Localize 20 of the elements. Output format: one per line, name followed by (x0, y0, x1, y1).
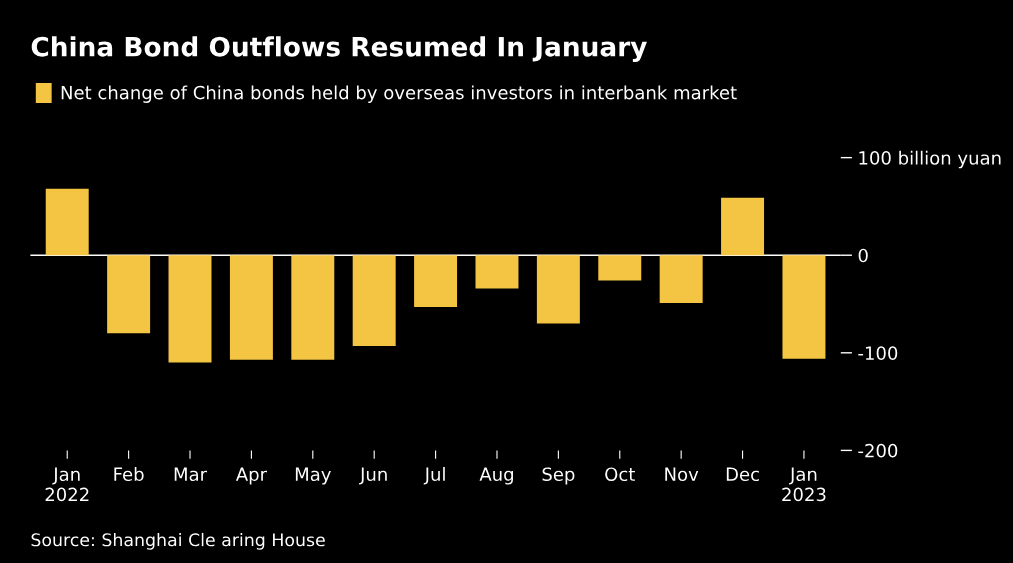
y-tick-label: -200 (858, 443, 898, 458)
source-note: Source: Shanghai Cle aring House (31, 532, 325, 550)
x-tick-label: Dec (726, 467, 759, 482)
x-tick-label: Feb (114, 467, 144, 482)
x-tick-label: Oct (605, 467, 635, 482)
x-tick-label: Nov (665, 467, 699, 482)
x-tick-label: Jan 2023 (782, 467, 826, 502)
x-tick-label: Aug (479, 467, 513, 485)
x-tick-label: May (295, 467, 331, 485)
x-tick-label: Sep (542, 467, 575, 485)
y-tick-label: 0 (858, 248, 868, 263)
x-tick-label: Jan 2022 (45, 467, 89, 502)
x-tick-label: Apr (235, 467, 268, 485)
chart-title: China Bond Outflows Resumed In January (31, 36, 647, 62)
x-tick-label: Jul (423, 467, 445, 485)
x-tick-label: Mar (174, 467, 208, 482)
y-tick-label: -100 (858, 346, 898, 360)
x-tick-label: Jun (359, 467, 387, 485)
y-tick-label: 100 billion yuan (859, 150, 1001, 169)
legend-label: Net change of China bonds held by overseas investors in interbank market (61, 85, 737, 103)
